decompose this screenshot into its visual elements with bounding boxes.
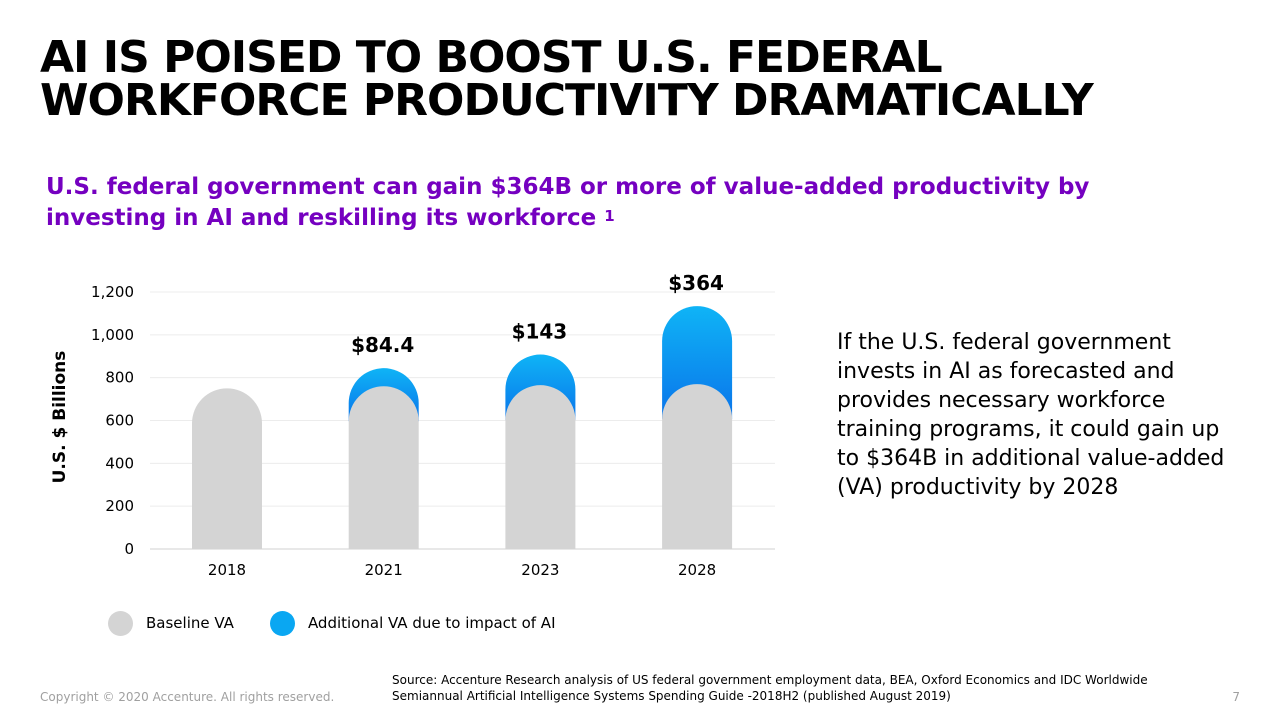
y-tick-label: 600 [105, 412, 134, 430]
legend-label-ai: Additional VA due to impact of AI [307, 614, 556, 632]
source-note: Source: Accenture Research analysis of U… [392, 673, 1148, 703]
chart-legend: Baseline VA Additional VA due to impact … [108, 609, 592, 637]
legend-item-ai: Additional VA due to impact of AI [269, 610, 556, 636]
legend-swatch-ai [269, 610, 295, 636]
legend-item-baseline: Baseline VA [108, 610, 234, 636]
page-number: 7 [1232, 690, 1240, 704]
title-line-1: AI IS POISED TO BOOST U.S. FEDERAL [40, 32, 943, 83]
insight-text: If the U.S. federal government invests i… [837, 330, 1225, 500]
subtitle-footnote: 1 [604, 207, 615, 225]
x-tick-label-2021: 2021 [365, 561, 403, 579]
x-tick-labels: 2018 2021 2023 2028 [208, 561, 716, 579]
slide-subtitle: U.S. federal government can gain $364B o… [46, 172, 1166, 234]
y-tick-labels: 0 200 400 600 800 1,000 1,200 [91, 283, 134, 558]
x-tick-label-2023: 2023 [521, 561, 559, 579]
title-line-2: WORKFORCE PRODUCTIVITY DRAMATICALLY [40, 75, 1094, 126]
copyright-notice: Copyright © 2020 Accenture. All rights r… [40, 690, 335, 704]
bars [192, 306, 733, 549]
y-tick-label: 400 [105, 454, 134, 472]
stacked-bar-chart: 0 200 400 600 800 1,000 1,200 2018 2021 2023 2028… [91, 271, 775, 579]
bar-baseline-2021 [348, 386, 419, 549]
data-labels: $84.4 $143 $364 [351, 271, 724, 357]
data-label-2023: $143 [512, 320, 568, 344]
bar-baseline-2028 [662, 384, 733, 549]
x-tick-label-2018: 2018 [208, 561, 246, 579]
x-tick-label-2028: 2028 [678, 561, 716, 579]
slide-title: AI IS POISED TO BOOST U.S. FEDERAL WORKF… [40, 32, 1240, 126]
y-tick-label: 1,000 [91, 326, 134, 344]
bar-baseline-2023 [505, 385, 576, 549]
y-axis-label: U.S. $ Billions [50, 350, 70, 484]
data-label-2021: $84.4 [351, 333, 414, 357]
y-tick-label: 0 [124, 540, 134, 558]
y-tick-label: 800 [105, 369, 134, 387]
legend-swatch-baseline [108, 610, 133, 636]
bar-baseline-2018 [192, 388, 262, 549]
y-tick-label: 1,200 [91, 283, 134, 301]
y-tick-label: 200 [105, 497, 134, 515]
data-label-2028: $364 [668, 271, 724, 295]
legend-label-baseline: Baseline VA [146, 614, 234, 632]
subtitle-text: U.S. federal government can gain $364B o… [46, 174, 1090, 231]
